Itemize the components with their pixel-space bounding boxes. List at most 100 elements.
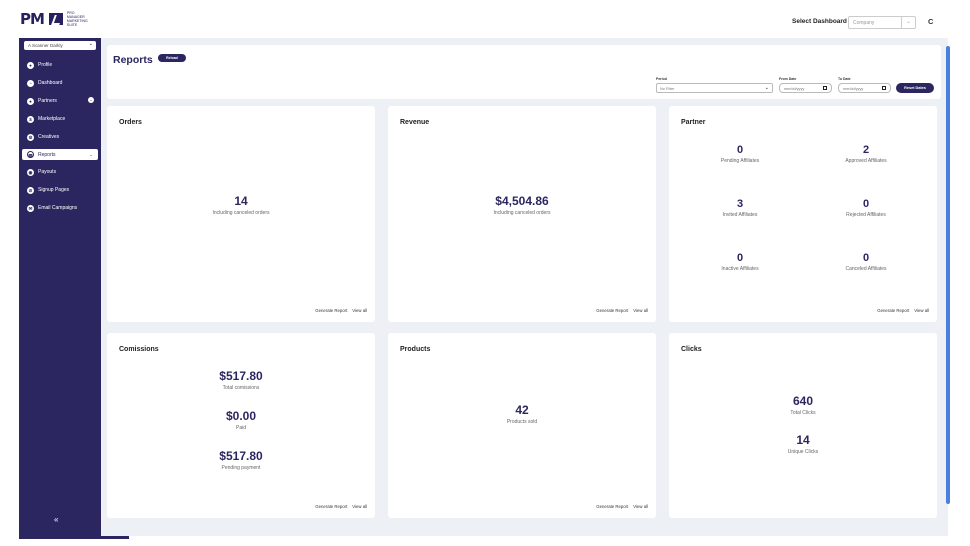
- clicks-stat: 14 Unique Clicks: [669, 433, 937, 455]
- site-select[interactable]: A Scanner Darkly ⌄: [24, 41, 96, 50]
- select-dashboard-label: Select Dashboard: [792, 18, 847, 25]
- sidebar-item-creatives[interactable]: ⚙ Creatives: [22, 128, 98, 146]
- generate-report-link[interactable]: Generate Report: [315, 504, 348, 509]
- sidebar-item-label: Partners: [38, 98, 57, 104]
- sidebar-item-profile[interactable]: ● Profile: [22, 56, 98, 74]
- generate-report-link[interactable]: Generate Report: [596, 504, 629, 509]
- commission-stat-value: $517.80: [219, 449, 263, 463]
- logo[interactable]: PM PRO MANAGER MARKETING SUITE: [20, 10, 93, 28]
- products-caption: Products sold: [506, 419, 538, 425]
- sidebar-item-dashboard[interactable]: ◔ Dashboard: [22, 74, 98, 92]
- partner-stat-value: 0: [862, 198, 870, 210]
- gear-icon: ⚙: [27, 133, 34, 141]
- orders-stat: 14 Including canceled orders: [107, 194, 375, 216]
- sidebar-item-label: Reports: [38, 151, 56, 158]
- sidebar-item-label: Payouts: [38, 169, 57, 175]
- partner-stat: 0 Pending Affiliates: [673, 144, 807, 164]
- commission-stat-label: Paid: [235, 425, 246, 431]
- chevron-down-icon: ⌄: [901, 17, 915, 28]
- products-stat: 42 Products sold: [388, 403, 656, 425]
- partner-stat: 0 Inactive Affiliates: [673, 252, 807, 272]
- partner-stat: 3 Invited Affiliates: [673, 198, 807, 218]
- user-icon: ●: [27, 61, 34, 69]
- partner-stat-label: Invited Affiliates: [722, 212, 758, 218]
- person-icon: ●: [27, 97, 34, 105]
- revenue-caption: Including canceled orders: [493, 210, 551, 216]
- commission-stat-label: Pending payment: [221, 465, 261, 471]
- clicks-card: Clicks 640 Total Clicks 14 Unique Clicks: [669, 333, 937, 518]
- sidebar-item-label: Dashboard: [38, 80, 63, 86]
- logo-text: PM: [20, 10, 45, 28]
- sidebar-item-label: Email Campaigns: [38, 205, 78, 211]
- view-all-link[interactable]: View all: [633, 504, 648, 509]
- partner-title: Partner: [681, 119, 706, 126]
- partner-stat-value: 0: [736, 144, 744, 156]
- chevron-down-icon[interactable]: ⌄: [89, 151, 93, 157]
- from-date-input[interactable]: mm/dd/yyyy: [779, 83, 832, 93]
- sidebar-item-partners[interactable]: ● Partners ⌄: [22, 92, 98, 110]
- commissions-title: Comissions: [119, 346, 159, 353]
- revenue-value: $4,504.86: [495, 194, 549, 208]
- avatar[interactable]: C: [928, 17, 934, 26]
- period-select[interactable]: No Filter ⌄: [656, 83, 773, 93]
- commissions-card: Comissions $517.80 Total comissions $0.0…: [107, 333, 375, 518]
- pie-chart-icon: ◔: [27, 79, 34, 87]
- chevron-down-icon[interactable]: ⌄: [88, 97, 94, 103]
- page-title: Reports: [113, 54, 153, 66]
- generate-report-link[interactable]: Generate Report: [877, 308, 910, 313]
- view-all-link[interactable]: View all: [352, 504, 367, 509]
- reload-button[interactable]: Reload: [158, 54, 186, 62]
- card-links: Generate Report View all: [591, 504, 648, 509]
- partner-stat-label: Inactive Affiliates: [721, 266, 759, 272]
- calendar-icon[interactable]: [882, 86, 886, 90]
- view-all-link[interactable]: View all: [914, 308, 929, 313]
- partner-stat-label: Pending Affiliates: [720, 158, 760, 164]
- sidebar-item-label: Marketplace: [38, 116, 66, 122]
- products-card: Products 42 Products sold Generate Repor…: [388, 333, 656, 518]
- commission-stat: $517.80 Total comissions: [107, 369, 375, 391]
- to-date-label: To Date: [838, 77, 851, 81]
- partner-stat-label: Rejected Affiliates: [846, 212, 886, 218]
- orders-card: Orders 14 Including canceled orders Gene…: [107, 106, 375, 322]
- logo-icon: [48, 13, 63, 25]
- dollar-icon: $: [27, 115, 34, 123]
- scrollbar[interactable]: [946, 46, 950, 504]
- commission-stat-value: $517.80: [219, 369, 263, 383]
- payout-icon: ◉: [27, 168, 34, 176]
- partner-stat-label: Approved Affiliates: [845, 158, 887, 164]
- sidebar-item-email-campaigns[interactable]: ✉ Email Campaigns: [22, 199, 98, 217]
- partner-stat: 2 Approved Affiliates: [799, 144, 933, 164]
- main-content: Reports Reload Period No Filter ⌄ From D…: [101, 38, 948, 536]
- to-date-input[interactable]: mm/dd/yyyy: [838, 83, 891, 93]
- clicks-stat-value: 14: [796, 433, 810, 447]
- card-links: Generate Report View all: [310, 308, 367, 313]
- period-select-value: No Filter: [660, 86, 675, 91]
- partner-stat-label: Canceled Affiliates: [845, 266, 887, 272]
- dashboard-select[interactable]: Company ⌄: [848, 16, 916, 29]
- generate-report-link[interactable]: Generate Report: [315, 308, 348, 313]
- sidebar-item-signup-pages[interactable]: ⊘ Signup Pages: [22, 181, 98, 199]
- chevron-down-icon: ⌄: [764, 85, 769, 91]
- calendar-icon[interactable]: [823, 86, 827, 90]
- period-label: Period: [656, 77, 667, 81]
- sidebar: A Scanner Darkly ⌄ ● Profile ◔ Dashboard…: [19, 38, 101, 536]
- view-all-link[interactable]: View all: [633, 308, 648, 313]
- partner-stat-value: 2: [862, 144, 870, 156]
- to-date-placeholder: mm/dd/yyyy: [843, 86, 864, 91]
- commission-stat: $0.00 Paid: [107, 409, 375, 431]
- clicks-stat: 640 Total Clicks: [669, 394, 937, 416]
- partner-stat: 0 Canceled Affiliates: [799, 252, 933, 272]
- card-links: Generate Report View all: [591, 308, 648, 313]
- sidebar-item-marketplace[interactable]: $ Marketplace: [22, 110, 98, 128]
- sidebar-item-reports[interactable]: ▤ Reports ⌄: [22, 149, 98, 160]
- partner-stat-value: 0: [736, 252, 744, 264]
- generate-report-link[interactable]: Generate Report: [596, 308, 629, 313]
- commission-stat-value: $0.00: [225, 409, 257, 423]
- link-icon: ⊘: [27, 186, 34, 194]
- top-bar: PM PRO MANAGER MARKETING SUITE Select Da…: [0, 0, 970, 38]
- site-select-value: A Scanner Darkly: [28, 42, 63, 48]
- view-all-link[interactable]: View all: [352, 308, 367, 313]
- sidebar-item-payouts[interactable]: ◉ Payouts: [22, 163, 98, 181]
- collapse-sidebar-button[interactable]: «: [54, 515, 59, 524]
- reset-dates-button[interactable]: Reset Dates: [896, 83, 934, 93]
